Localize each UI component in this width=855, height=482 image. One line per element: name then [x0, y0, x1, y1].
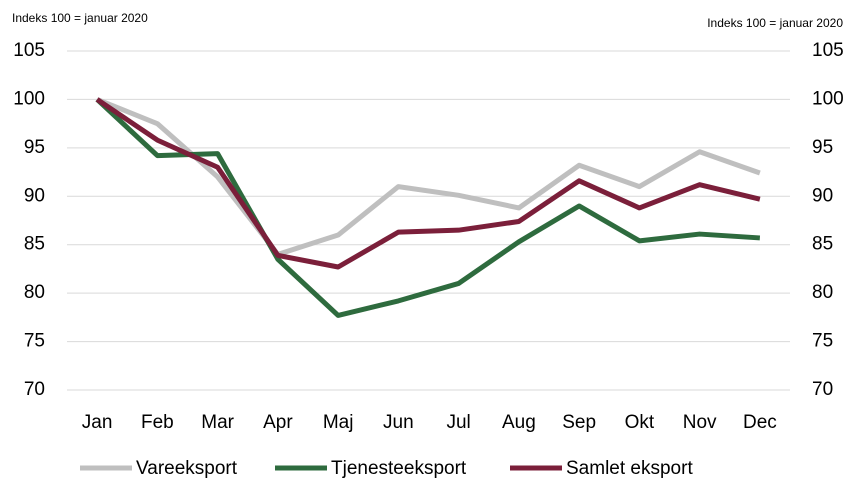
y-tick-label: 70 — [24, 379, 45, 400]
y-axis-label: Indeks 100 = januar 2020 — [12, 11, 148, 25]
x-tick-label: Maj — [323, 412, 354, 433]
y-tick-label: 95 — [24, 137, 45, 158]
y2-axis-label: Indeks 100 = januar 2020 — [707, 16, 843, 30]
y2-tick-label: 95 — [812, 137, 833, 158]
x-tick-label: Okt — [625, 412, 655, 433]
series-line — [95, 97, 761, 318]
legend-label: Vareeksport — [136, 458, 238, 479]
legend-label: Samlet eksport — [566, 458, 693, 479]
x-tick-label: Mar — [201, 412, 234, 433]
y-tick-label: 85 — [24, 234, 45, 255]
y2-tick-label: 70 — [812, 379, 833, 400]
y2-tick-label: 105 — [812, 40, 844, 61]
y-tick-label: 75 — [24, 331, 45, 352]
y2-tick-label: 85 — [812, 234, 833, 255]
x-tick-label: Jun — [383, 412, 414, 433]
x-tick-label: Sep — [562, 412, 596, 433]
y-tick-label: 90 — [24, 185, 45, 206]
series-line — [95, 97, 761, 270]
y2-tick-label: 75 — [812, 331, 833, 352]
y-tick-label: 100 — [13, 88, 45, 109]
x-tick-label: Jan — [82, 412, 113, 433]
x-tick-label: Apr — [263, 412, 293, 433]
x-tick-label: Feb — [141, 412, 174, 433]
legend-label: Tjenesteeksport — [331, 458, 467, 479]
x-tick-label: Dec — [743, 412, 777, 433]
y2-tick-label: 90 — [812, 185, 833, 206]
x-tick-label: Aug — [502, 412, 536, 433]
y-tick-label: 80 — [24, 282, 45, 303]
y2-tick-label: 80 — [812, 282, 833, 303]
x-tick-label: Nov — [683, 412, 717, 433]
series-line — [96, 97, 761, 257]
x-tick-label: Jul — [446, 412, 470, 433]
y2-tick-label: 100 — [812, 88, 844, 109]
y-tick-label: 105 — [13, 40, 45, 61]
